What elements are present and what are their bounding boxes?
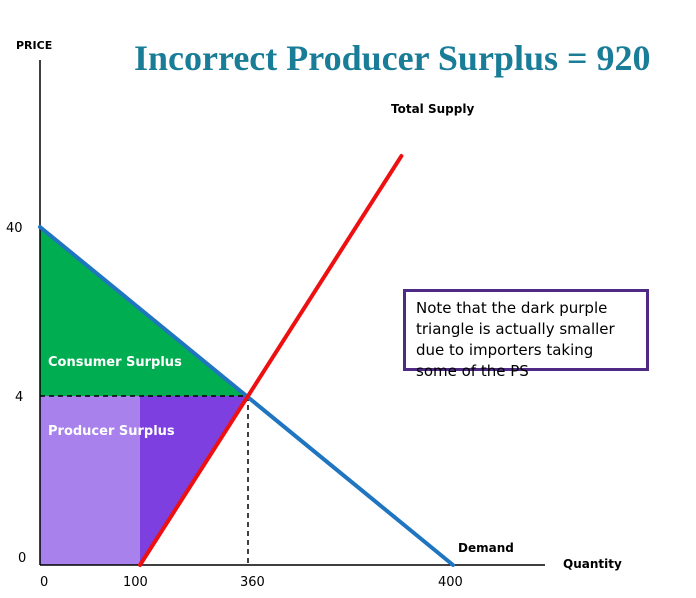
- total-supply-label: Total Supply: [391, 102, 474, 116]
- y-tick-label: 4: [15, 390, 23, 405]
- y-axis-label: PRICE: [16, 39, 52, 52]
- demand-label: Demand: [458, 541, 514, 555]
- x-tick-label: 0: [40, 575, 48, 590]
- chart-title: Incorrect Producer Surplus = 920: [134, 38, 651, 78]
- x-tick-label: 100: [123, 575, 148, 590]
- consumer-surplus-label: Consumer Surplus: [48, 355, 182, 370]
- y-tick-label: 0: [18, 551, 26, 566]
- total-supply-curve: [138, 154, 404, 567]
- note-text: Note that the dark purple triangle is ac…: [416, 299, 615, 380]
- note-box: Note that the dark purple triangle is ac…: [403, 289, 649, 380]
- producer-surplus-area: [40, 396, 140, 565]
- y-tick-label: 40: [6, 221, 23, 236]
- producer-surplus-label: Producer Surplus: [48, 424, 175, 439]
- x-tick-label: 400: [438, 575, 463, 590]
- x-axis-label: Quantity: [563, 557, 622, 571]
- x-tick-label: 360: [240, 575, 265, 590]
